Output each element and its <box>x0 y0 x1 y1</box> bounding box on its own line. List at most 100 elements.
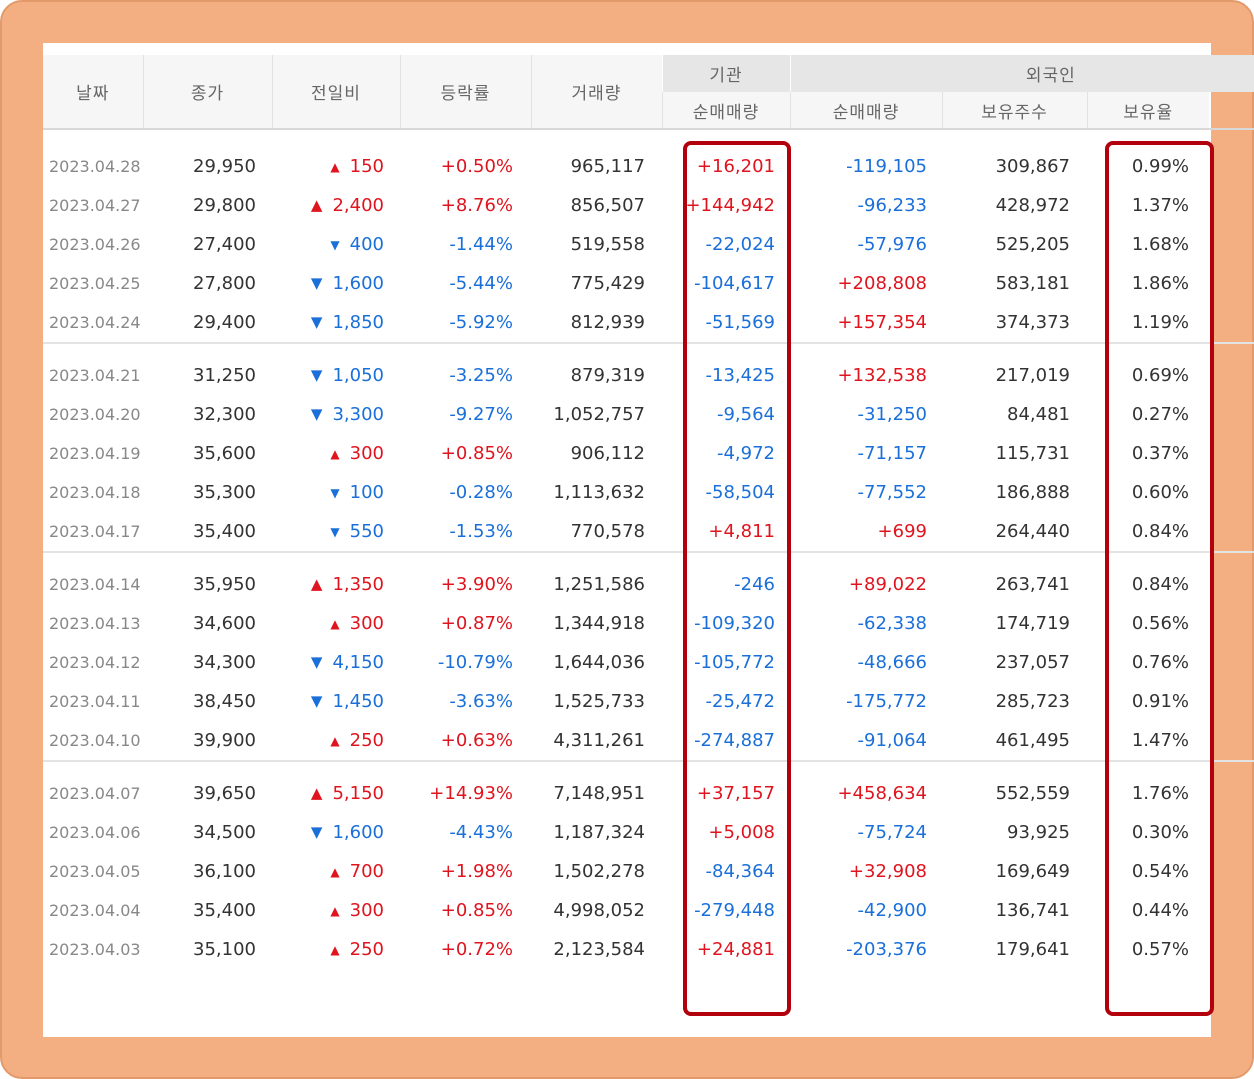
top-spacer <box>43 129 1254 147</box>
foreign-ratio-cell: 0.84% <box>1131 521 1189 542</box>
foreign-holding-cell: 136,741 <box>995 900 1070 921</box>
change-cell: ▼ 4,150 <box>272 643 400 682</box>
foreign-net-cell: +89,022 <box>848 574 927 595</box>
change-cell: ▼ 1,050 <box>272 356 400 395</box>
volume-cell: 770,578 <box>570 521 645 542</box>
foreign-net-cell: -42,900 <box>857 900 927 921</box>
header-volume[interactable]: 거래량 <box>530 55 662 129</box>
change-value: 2,400 <box>332 195 384 216</box>
close-cell: 34,300 <box>193 652 256 673</box>
up-arrow-icon: ▲ <box>310 196 323 214</box>
date-cell: 2023.04.21 <box>49 366 141 385</box>
table-row: 2023.04.26 27,400 ▼ 400 -1.44% 519,558 -22,024… <box>43 225 1254 264</box>
change-value: 1,450 <box>332 691 384 712</box>
foreign-ratio-cell: 0.54% <box>1131 861 1189 882</box>
foreign-net-cell: -48,666 <box>857 652 927 673</box>
foreign-ratio-cell: 0.44% <box>1131 900 1189 921</box>
change-cell: ▲ 700 <box>272 852 400 891</box>
header-institution: 기관 <box>661 55 790 92</box>
change-cell: ▼ 3,300 <box>272 395 400 434</box>
table-row: 2023.04.11 38,450 ▼ 1,450 -3.63% 1,525,733 -25… <box>43 682 1254 721</box>
date-cell: 2023.04.17 <box>49 522 141 541</box>
foreign-holding-cell: 179,641 <box>995 939 1070 960</box>
foreign-holding-cell: 285,723 <box>995 691 1070 712</box>
group-divider <box>43 760 1254 774</box>
header-foreign-holding[interactable]: 보유주수 <box>941 91 1087 129</box>
foreign-holding-cell: 84,481 <box>1007 404 1070 425</box>
foreign-net-cell: -57,976 <box>857 234 927 255</box>
date-cell: 2023.04.11 <box>49 692 141 711</box>
foreign-net-cell: +458,634 <box>837 783 927 804</box>
table-row: 2023.04.05 36,100 ▲ 700 +1.98% 1,502,278 -84,3… <box>43 852 1254 891</box>
date-cell: 2023.04.26 <box>49 235 141 254</box>
foreign-net-cell: -203,376 <box>846 939 927 960</box>
foreign-holding-cell: 174,719 <box>995 613 1070 634</box>
foreign-ratio-cell: 0.76% <box>1131 652 1189 673</box>
date-cell: 2023.04.05 <box>49 862 141 881</box>
foreign-ratio-cell: 1.86% <box>1131 273 1189 294</box>
header-inst-net[interactable]: 순매매량 <box>661 91 790 129</box>
volume-cell: 1,052,757 <box>553 404 645 425</box>
change-cell: ▼ 550 <box>272 512 400 552</box>
close-cell: 39,900 <box>193 730 256 751</box>
change-cell: ▲ 300 <box>272 434 400 473</box>
close-cell: 34,600 <box>193 613 256 634</box>
foreign-holding-cell: 552,559 <box>995 783 1070 804</box>
close-cell: 35,950 <box>193 574 256 595</box>
close-cell: 32,300 <box>193 404 256 425</box>
header-rate[interactable]: 등락률 <box>399 55 531 129</box>
date-cell: 2023.04.03 <box>49 940 141 959</box>
foreign-net-cell: +32,908 <box>848 861 927 882</box>
close-cell: 36,100 <box>193 861 256 882</box>
volume-cell: 4,311,261 <box>553 730 645 751</box>
divider-cell <box>43 551 1254 565</box>
volume-cell: 965,117 <box>570 156 645 177</box>
foreign-net-cell: +132,538 <box>837 365 927 386</box>
inst-net-cell: +16,201 <box>696 156 775 177</box>
up-arrow-icon: ▲ <box>330 904 340 918</box>
foreign-ratio-cell: 0.69% <box>1131 365 1189 386</box>
foreign-holding-cell: 309,867 <box>995 156 1070 177</box>
change-value: 700 <box>349 861 384 882</box>
header-foreign: 외국인 <box>789 55 1254 92</box>
foreign-ratio-cell: 0.56% <box>1131 613 1189 634</box>
inst-net-cell: -9,564 <box>716 404 775 425</box>
inst-net-cell: +37,157 <box>696 783 775 804</box>
rate-cell: +0.72% <box>440 939 513 960</box>
header-foreign-net[interactable]: 순매매량 <box>789 91 942 129</box>
close-cell: 35,400 <box>193 521 256 542</box>
rate-cell: -3.25% <box>449 365 513 386</box>
spacer-cell <box>43 969 1254 986</box>
table-row: 2023.04.10 39,900 ▲ 250 +0.63% 4,311,261 -274,… <box>43 721 1254 761</box>
inst-net-cell: +24,881 <box>696 939 775 960</box>
volume-cell: 1,344,918 <box>553 613 645 634</box>
down-arrow-icon: ▼ <box>310 366 323 384</box>
header-date[interactable]: 날짜 <box>43 55 143 129</box>
header-close[interactable]: 종가 <box>142 55 272 129</box>
group-divider <box>43 551 1254 565</box>
volume-cell: 1,187,324 <box>553 822 645 843</box>
change-value: 250 <box>349 939 384 960</box>
change-cell: ▲ 300 <box>272 891 400 930</box>
change-cell: ▼ 400 <box>272 225 400 264</box>
rate-cell: +0.85% <box>440 900 513 921</box>
change-value: 3,300 <box>332 404 384 425</box>
header-change[interactable]: 전일비 <box>271 55 400 129</box>
foreign-net-cell: +157,354 <box>837 312 927 333</box>
up-arrow-icon: ▲ <box>330 617 340 631</box>
table-row: 2023.04.12 34,300 ▼ 4,150 -10.79% 1,644,036 -1… <box>43 643 1254 682</box>
foreign-ratio-cell: 0.84% <box>1131 574 1189 595</box>
divider-cell <box>43 342 1254 356</box>
change-value: 300 <box>349 613 384 634</box>
header-foreign-ratio[interactable]: 보유율 <box>1086 91 1209 129</box>
volume-cell: 2,123,584 <box>553 939 645 960</box>
inst-net-cell: -58,504 <box>705 482 775 503</box>
up-arrow-icon: ▲ <box>330 447 340 461</box>
rate-cell: -10.79% <box>437 652 513 673</box>
change-value: 1,850 <box>332 312 384 333</box>
foreign-net-cell: -75,724 <box>857 822 927 843</box>
change-value: 1,600 <box>332 273 384 294</box>
rate-cell: +0.63% <box>440 730 513 751</box>
foreign-net-cell: +699 <box>877 521 927 542</box>
rate-cell: -1.44% <box>449 234 513 255</box>
